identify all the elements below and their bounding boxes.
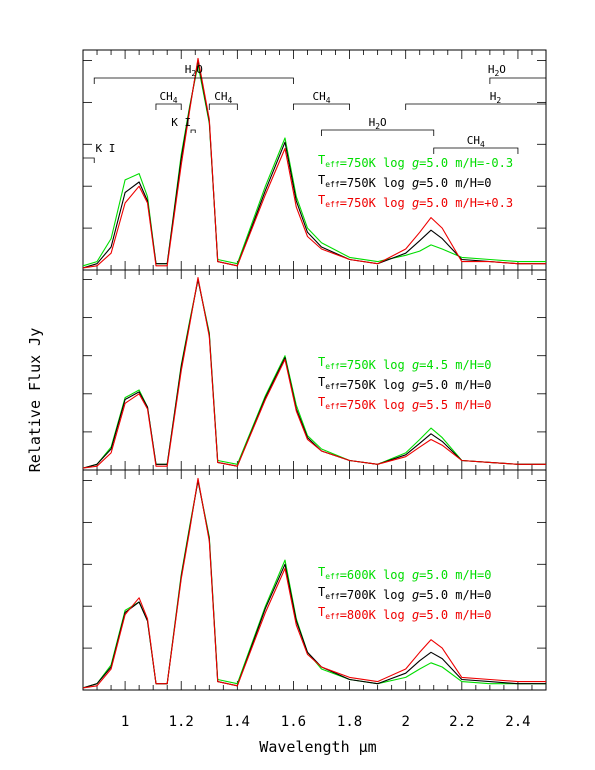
feature-ch4-1: CH4 [160, 90, 178, 105]
feature-ki-1: K I [96, 142, 116, 155]
x-tick-label: 1.2 [169, 714, 194, 730]
legend-entry: Teff=750K log g=5.0 m/H=0 [318, 375, 491, 392]
series-line-top-2 [82, 57, 546, 269]
legend-entry: Teff=750K log g=5.5 m/H=0 [318, 395, 491, 412]
feature-bracket [83, 157, 95, 163]
axis-labels: Wavelength μm Relative Flux Jy 1 1.2 1.4 1.… [26, 328, 531, 756]
legend-entry: Teff=750K log g=4.5 m/H=0 [318, 355, 491, 372]
feature-bracket [208, 103, 238, 110]
x-tick-label: 2.2 [449, 714, 474, 730]
feature-bracket [433, 147, 519, 154]
feature-ch4-4: CH4 [467, 134, 485, 149]
feature-ch4-3: CH4 [312, 90, 330, 105]
feature-h2o-3: H2O [488, 63, 506, 78]
legend-entry: Teff=750K log g=5.0 m/H=0 [318, 173, 491, 190]
legend-entry: Teff=800K log g=5.0 m/H=0 [318, 605, 491, 622]
feature-h2o-2: H2O [369, 116, 387, 131]
series-line-top-1 [82, 59, 546, 269]
feature-annotations: H2O CH4 CH4 K I K I CH4 H2O CH4 H2O H2 [83, 63, 546, 163]
series-line-middle-1 [82, 278, 546, 469]
feature-bracket [93, 77, 294, 84]
feature-bracket [293, 103, 350, 110]
x-tick-label: 2 [401, 714, 409, 730]
feature-ch4-2: CH4 [214, 90, 232, 105]
feature-h2: H2 [490, 90, 502, 105]
y-axis-title: Relative Flux Jy [26, 328, 44, 473]
panel-middle: Teff=750K log g=4.5 m/H=0 Teff=750K log g… [82, 269, 547, 471]
panels-group: Teff=750K log g=5.0 m/H=-0.3 Teff=750K lo… [82, 49, 547, 691]
legend-entry: Teff=750K log g=5.0 m/H=-0.3 [318, 153, 513, 170]
panel-top: Teff=750K log g=5.0 m/H=-0.3 Teff=750K lo… [82, 49, 547, 271]
panel-frame [82, 469, 547, 691]
x-tick-label: 1.6 [281, 714, 306, 730]
feature-ki-2: K I [171, 116, 191, 129]
series-line-bottom-2 [82, 477, 546, 689]
feature-bracket [321, 129, 435, 136]
feature-h2o-1: H2O [185, 63, 203, 78]
x-tick-label: 1 [121, 714, 129, 730]
panel-bottom: Teff=600K log g=5.0 m/H=0 Teff=700K log g… [82, 469, 547, 691]
y-axis-title-text: Relative Flux Jy [26, 328, 44, 473]
feature-bracket [155, 103, 182, 110]
legend-entry: Teff=600K log g=5.0 m/H=0 [318, 565, 491, 582]
x-tick-label: 1.4 [225, 714, 250, 730]
feature-bracket [405, 103, 546, 110]
series-line-middle-2 [82, 277, 546, 469]
x-tick-label: 2.4 [505, 714, 530, 730]
feature-bracket [190, 129, 196, 133]
feature-bracket [489, 77, 546, 84]
x-axis-title: Wavelength μm [259, 738, 376, 756]
x-axis-title-text: Wavelength μm [259, 738, 376, 756]
x-tick-label: 1.8 [337, 714, 362, 730]
series-line-top-0 [82, 64, 546, 267]
legend-entry: Teff=750K log g=5.0 m/H=+0.3 [318, 193, 513, 210]
series-line-bottom-1 [82, 479, 546, 689]
legend-entry: Teff=700K log g=5.0 m/H=0 [318, 585, 491, 602]
